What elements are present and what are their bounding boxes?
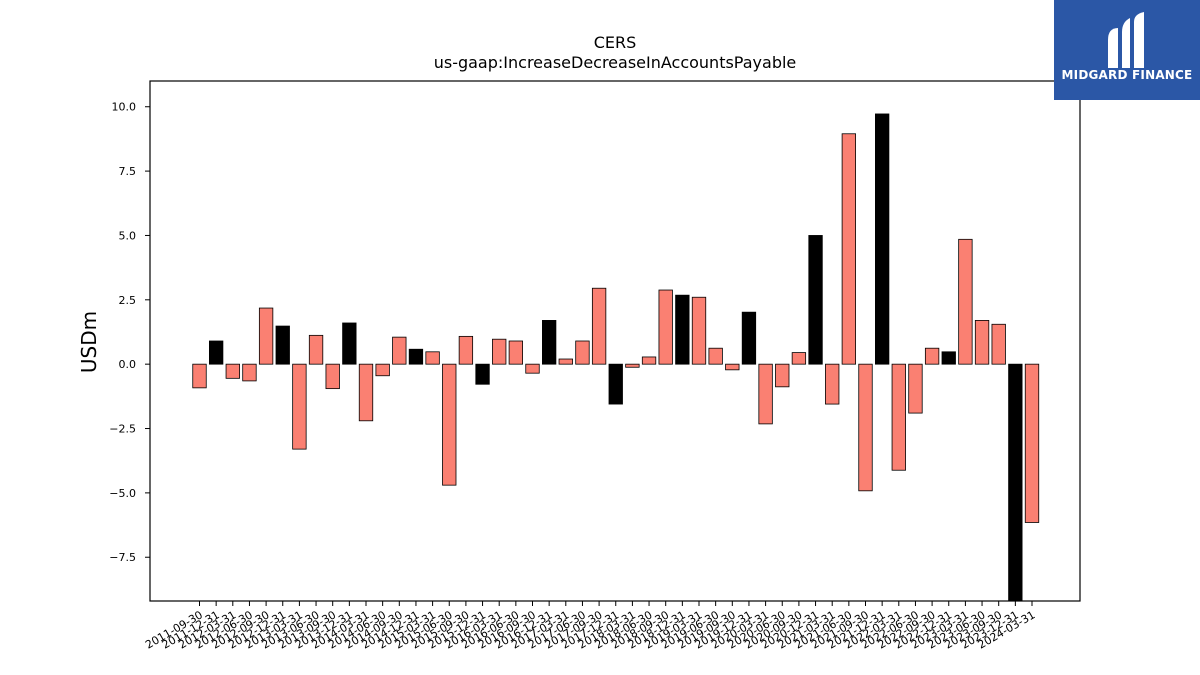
x-axis: 2011-09-302011-12-312012-03-312012-06-30… bbox=[143, 601, 1038, 652]
bar-2021-06-30 bbox=[841, 133, 856, 365]
bar-2015-09-30 bbox=[458, 335, 474, 365]
chart-subtitle: us-gaap:IncreaseDecreaseInAccountsPayabl… bbox=[434, 53, 797, 72]
bar-2017-03-31 bbox=[558, 358, 573, 365]
bar-2021-03-31 bbox=[825, 363, 840, 405]
bar-2016-12-31 bbox=[542, 320, 557, 365]
bar-2012-09-30 bbox=[258, 307, 274, 365]
bar-2015-06-30 bbox=[442, 363, 457, 486]
bar-2017-06-30 bbox=[575, 340, 590, 365]
bar-2016-06-30 bbox=[508, 340, 524, 365]
y-tick-label: −2.5 bbox=[109, 423, 136, 436]
bar-2013-12-31 bbox=[342, 322, 357, 365]
y-tick-label: −5.0 bbox=[109, 487, 136, 500]
bar-2020-03-31 bbox=[758, 363, 773, 425]
bar-2013-06-30 bbox=[308, 334, 324, 365]
bar-2023-03-31 bbox=[958, 238, 973, 365]
bar-2012-12-31 bbox=[275, 325, 290, 365]
bar-2013-09-30 bbox=[325, 363, 340, 390]
bar-2011-09-30 bbox=[192, 363, 207, 389]
bar-2022-03-31 bbox=[891, 363, 906, 471]
bar-2019-03-31 bbox=[691, 296, 707, 365]
y-tick-label: 7.5 bbox=[119, 165, 137, 178]
bar-2016-03-31 bbox=[492, 338, 507, 365]
plot-frame bbox=[149, 80, 1081, 602]
bar-2011-12-31 bbox=[208, 340, 224, 365]
y-tick-label: 10.0 bbox=[112, 101, 137, 114]
bar-2014-09-30 bbox=[392, 336, 407, 365]
bar-2014-03-31 bbox=[358, 363, 374, 422]
bar-2012-06-30 bbox=[242, 363, 257, 382]
bar-2018-09-30 bbox=[658, 289, 673, 365]
bar-2014-06-30 bbox=[375, 363, 390, 377]
bar-2023-09-30 bbox=[991, 323, 1006, 365]
bar-2018-03-31 bbox=[625, 363, 640, 368]
bar-2019-12-31 bbox=[741, 311, 757, 365]
bar-2020-12-31 bbox=[808, 235, 823, 365]
bar-2012-03-31 bbox=[225, 363, 240, 379]
bar-2024-03-31 bbox=[1024, 363, 1040, 523]
bar-2015-12-31 bbox=[475, 363, 490, 385]
bar-2018-12-31 bbox=[675, 294, 690, 365]
midgard-finance-logo: MIDGARD FINANCE bbox=[1054, 0, 1200, 100]
y-axis-label: USDm bbox=[77, 311, 101, 373]
y-tick-label: −7.5 bbox=[109, 551, 136, 564]
bar-2022-06-30 bbox=[908, 363, 923, 414]
midgard-m-logo-icon bbox=[1108, 12, 1144, 68]
bar-2019-06-30 bbox=[708, 347, 723, 365]
y-tick-label: 2.5 bbox=[119, 294, 137, 307]
bar-2021-12-31 bbox=[875, 113, 890, 365]
bar-2014-12-31 bbox=[408, 348, 424, 365]
bar-2013-03-31 bbox=[292, 363, 307, 450]
bar-2022-09-30 bbox=[924, 347, 940, 365]
y-tick-label: 0.0 bbox=[119, 358, 137, 371]
bar-2020-06-30 bbox=[775, 363, 790, 388]
bar-2017-09-30 bbox=[591, 287, 607, 365]
bar-2015-03-31 bbox=[425, 351, 440, 365]
bar-2019-09-30 bbox=[725, 363, 740, 371]
bar-2020-09-30 bbox=[791, 352, 807, 365]
bar-2017-12-31 bbox=[608, 363, 623, 405]
chart-title: CERS bbox=[594, 33, 637, 52]
bar-2021-09-30 bbox=[858, 363, 873, 492]
bar-2016-09-30 bbox=[525, 363, 540, 374]
bar-2023-12-31 bbox=[1008, 363, 1023, 602]
bar-2018-06-30 bbox=[641, 356, 657, 365]
bars-layer bbox=[192, 113, 1040, 602]
bar-2022-12-31 bbox=[941, 351, 956, 365]
y-tick-label: 5.0 bbox=[119, 229, 137, 242]
logo-text: MIDGARD FINANCE bbox=[1061, 68, 1193, 82]
y-axis: 10.0 7.5 5.0 2.5 0.0 −2.5 −5.0 −7.5 bbox=[109, 101, 150, 564]
bar-2023-06-30 bbox=[974, 320, 990, 365]
